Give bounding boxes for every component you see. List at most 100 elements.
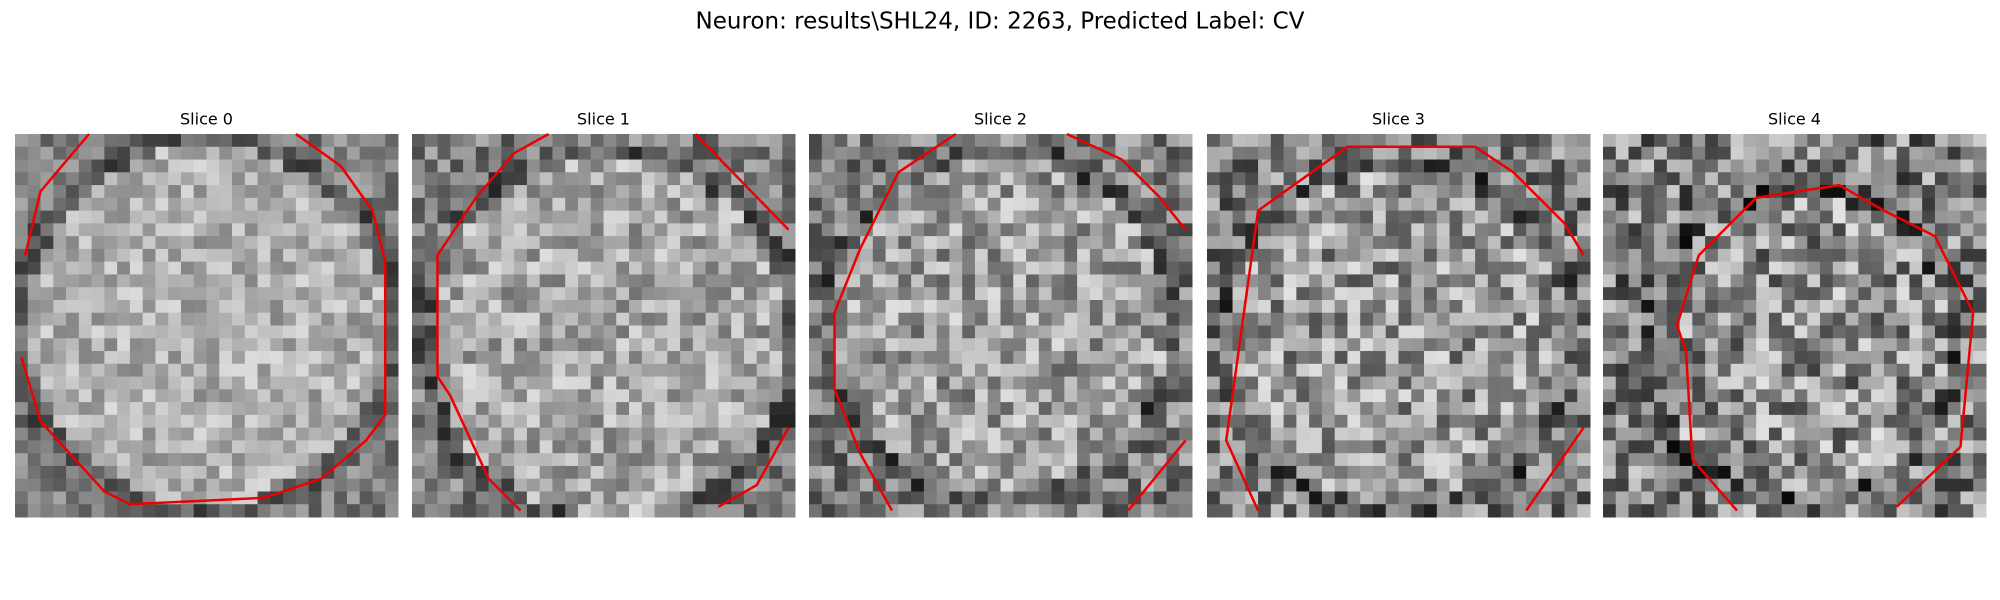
pixel — [1258, 389, 1272, 403]
pixel — [321, 236, 335, 250]
pixel — [1666, 389, 1681, 403]
pixel — [244, 312, 259, 326]
pixel — [1321, 312, 1336, 326]
pixel — [1845, 402, 1859, 416]
pixel — [987, 338, 1001, 352]
pixel — [270, 504, 284, 518]
pixel — [1102, 402, 1116, 416]
pixel — [1128, 402, 1142, 416]
pixel — [1666, 402, 1681, 416]
pixel — [1603, 402, 1617, 416]
pixel — [1385, 440, 1399, 454]
pixel — [1705, 261, 1719, 275]
pixel — [974, 299, 989, 314]
pixel — [1883, 172, 1898, 186]
pixel — [1051, 402, 1065, 416]
pixel — [1258, 134, 1272, 148]
pixel — [1270, 376, 1285, 390]
pixel — [412, 478, 426, 492]
pixel — [898, 338, 912, 352]
pixel — [1883, 223, 1898, 237]
pixel — [680, 197, 694, 212]
pixel — [949, 299, 963, 314]
pixel — [1026, 299, 1040, 314]
pixel — [731, 440, 745, 454]
pixel — [1385, 236, 1399, 250]
pixel — [1051, 146, 1065, 161]
pixel — [475, 338, 490, 352]
pixel — [1641, 491, 1655, 505]
pixel — [244, 427, 259, 441]
pixel — [1513, 363, 1527, 378]
pixel — [346, 172, 361, 186]
pixel — [1179, 236, 1193, 250]
pixel — [308, 287, 322, 301]
pixel — [898, 287, 912, 301]
pixel — [232, 478, 246, 492]
pixel — [1934, 427, 1949, 441]
pixel — [1462, 325, 1476, 339]
pixel — [193, 414, 207, 429]
pixel — [168, 261, 182, 275]
pixel — [1013, 159, 1027, 173]
pixel — [1179, 491, 1193, 505]
pixel — [180, 389, 195, 403]
pixel — [923, 197, 938, 212]
pixel — [1615, 389, 1630, 403]
pixel — [1462, 248, 1476, 263]
pixel — [1679, 248, 1693, 263]
pixel — [1526, 248, 1540, 263]
pixel — [129, 376, 144, 390]
pixel — [565, 210, 579, 224]
pixel — [193, 491, 207, 505]
pixel — [1334, 453, 1348, 467]
pixel — [321, 287, 335, 301]
pixel — [27, 351, 42, 365]
pixel — [962, 287, 976, 301]
pixel — [872, 248, 887, 263]
pixel — [1232, 185, 1246, 199]
pixel — [1309, 172, 1323, 186]
pixel — [1896, 402, 1910, 416]
pixel — [603, 134, 617, 148]
pixel — [526, 414, 541, 429]
pixel — [898, 351, 912, 365]
pixel — [603, 274, 617, 288]
pixel — [885, 210, 899, 224]
pixel — [987, 236, 1001, 250]
pixel — [206, 363, 220, 378]
pixel — [1628, 287, 1642, 301]
pixel — [244, 248, 259, 263]
pixel — [1077, 274, 1091, 288]
pixel — [129, 197, 144, 212]
pixel — [1896, 134, 1910, 148]
pixel — [78, 172, 93, 186]
pixel — [450, 351, 464, 365]
pixel — [1153, 414, 1167, 429]
pixel — [104, 210, 118, 224]
pixel — [257, 236, 271, 250]
pixel — [1922, 146, 1936, 161]
pixel — [1321, 287, 1336, 301]
pixel — [1654, 325, 1668, 339]
pixel — [372, 351, 386, 365]
pixel — [1705, 210, 1719, 224]
pixel — [1166, 402, 1180, 416]
pixel — [1270, 210, 1285, 224]
pixel — [270, 453, 284, 467]
pixel — [53, 197, 67, 212]
pixel — [206, 134, 220, 148]
pixel — [1334, 363, 1348, 378]
pixel — [1717, 478, 1732, 492]
pixel — [654, 197, 668, 212]
pixel — [1411, 248, 1425, 263]
pixel — [1551, 299, 1565, 314]
pixel — [1513, 440, 1527, 454]
pixel — [705, 363, 719, 378]
pixel — [1807, 453, 1821, 467]
pixel — [692, 185, 707, 199]
pixel — [104, 376, 118, 390]
pixel — [155, 287, 169, 301]
pixel — [885, 465, 899, 480]
pixel — [949, 389, 963, 403]
